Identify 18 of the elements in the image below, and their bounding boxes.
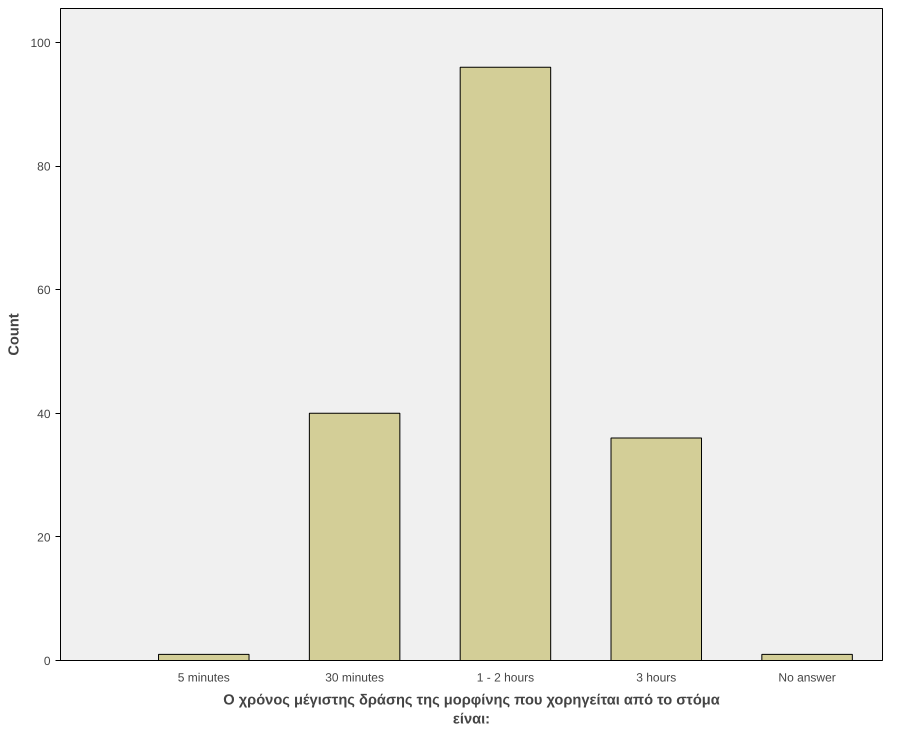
bar — [761, 654, 853, 660]
x-tick-label: 5 minutes — [178, 670, 230, 684]
x-axis-title: Ο χρόνος μέγιστης δράσης της μορφίνης που χορηγείται από το στόμα είναι: — [223, 692, 720, 728]
y-tick-label: 100 — [30, 36, 51, 50]
y-tick-label: 40 — [37, 406, 51, 421]
x-tick-label: 1 - 2 hours — [476, 670, 534, 684]
y-tick-label: 20 — [37, 530, 51, 544]
bar — [158, 654, 250, 660]
x-tick-label: 30 minutes — [325, 670, 384, 684]
y-tick-label: 0 — [44, 654, 51, 668]
x-tick-label: 3 hours — [636, 670, 676, 684]
y-tick-label: 60 — [37, 283, 51, 298]
bar — [460, 66, 552, 660]
bar — [610, 438, 702, 660]
y-tick-label: 80 — [37, 160, 51, 174]
bar — [308, 412, 400, 660]
x-tick-label: No answer — [778, 670, 836, 684]
y-axis-title: Count — [6, 313, 22, 356]
